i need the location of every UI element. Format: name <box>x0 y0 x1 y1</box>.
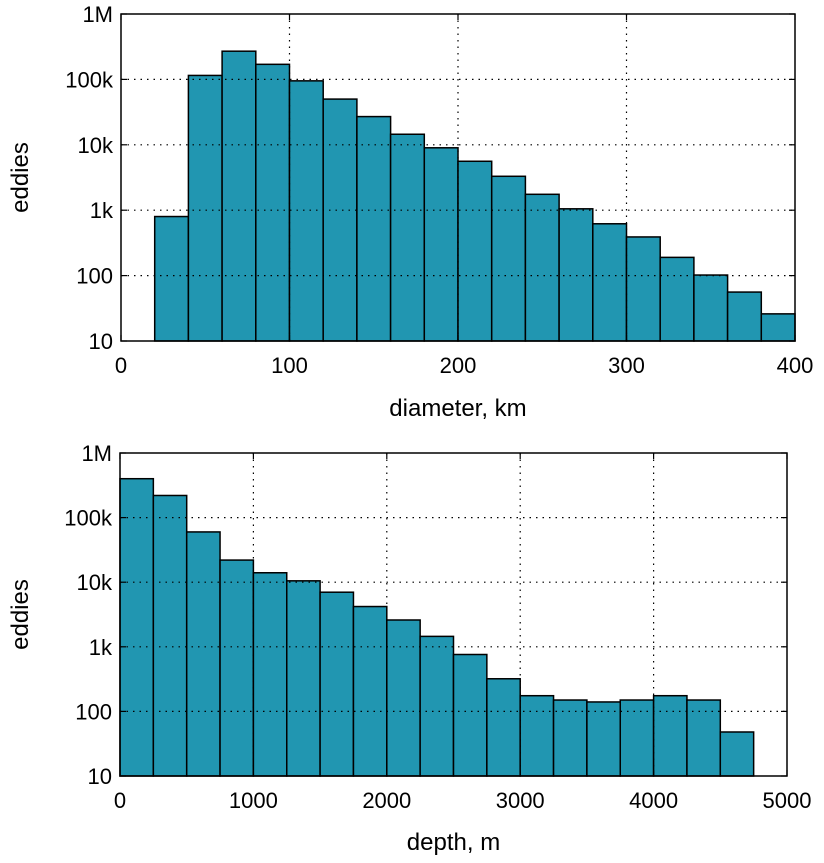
histogram-bar <box>389 133 426 342</box>
histogram-bar <box>625 236 661 342</box>
histogram-bar <box>592 223 628 342</box>
histogram-bar <box>386 619 421 777</box>
histogram-bar <box>619 699 655 777</box>
histogram-bar <box>219 559 255 777</box>
histogram-bar <box>319 591 355 777</box>
x-tick-label: 0 <box>115 353 127 378</box>
x-tick-label: 300 <box>608 353 645 378</box>
histogram-bar <box>356 115 392 342</box>
histogram-bar <box>152 494 188 777</box>
x-tick-label: 3000 <box>496 788 545 813</box>
x-tick-label: 5000 <box>763 788 812 813</box>
histogram-bar <box>486 678 521 777</box>
y-tick-label: 1k <box>89 635 113 660</box>
y-tick-label: 100k <box>64 506 113 531</box>
x-axis-label: depth, m <box>407 829 500 856</box>
histogram-bar <box>153 215 190 342</box>
histogram-bar <box>519 694 555 777</box>
histogram-bar <box>524 193 560 342</box>
histogram-bar <box>558 208 594 342</box>
y-tick-label: 100 <box>75 699 112 724</box>
histogram-bar <box>119 477 155 777</box>
histogram-bar <box>423 147 459 342</box>
histogram-bar <box>221 50 257 342</box>
x-tick-label: 0 <box>114 788 126 813</box>
histogram-bar <box>286 580 321 777</box>
y-tick-label: 10 <box>88 764 112 789</box>
histogram-bar <box>490 175 527 342</box>
diameter-histogram-panel: 0 100 200 300 400 10 100 1k 10k 100k 1M diameter, k… <box>7 2 813 422</box>
y-tick-label: 1M <box>82 2 113 27</box>
y-axis-label: eddies <box>7 579 34 650</box>
histogram-bar <box>419 635 455 777</box>
y-tick-label: 100 <box>76 264 113 289</box>
x-tick-label: 100 <box>271 353 308 378</box>
histogram-bar <box>686 699 722 777</box>
y-tick-label: 1k <box>90 198 114 223</box>
histogram-bar <box>586 701 622 777</box>
histogram-bar <box>719 731 755 777</box>
y-axis-label: eddies <box>7 142 34 213</box>
histogram-bar <box>322 98 358 342</box>
histogram-bar <box>288 80 324 342</box>
histogram-bar <box>652 694 688 777</box>
x-tick-label: 1000 <box>229 788 278 813</box>
x-tick-label: 4000 <box>629 788 678 813</box>
histogram-bar <box>452 653 488 777</box>
histogram-bar <box>693 274 729 342</box>
plot-frame <box>119 452 788 777</box>
histogram-bar <box>255 63 291 342</box>
histogram-bar <box>659 256 695 342</box>
histogram-bar <box>726 291 763 342</box>
x-tick-label: 2000 <box>362 788 411 813</box>
y-tick-label: 10k <box>77 570 113 595</box>
histogram-bar <box>760 313 796 342</box>
histogram-bar <box>552 699 588 777</box>
histogram-bar <box>457 160 493 342</box>
histogram-bar <box>185 531 221 777</box>
x-tick-label: 200 <box>440 353 477 378</box>
y-tick-label: 10 <box>89 329 113 354</box>
depth-histogram-panel: 0 1000 2000 3000 4000 5000 10 100 1k 10k 100k 1M dep… <box>7 441 811 856</box>
x-tick-label: 400 <box>777 353 814 378</box>
histogram-bar <box>352 605 388 777</box>
y-tick-label: 10k <box>78 133 114 158</box>
y-tick-label: 100k <box>65 67 114 92</box>
histogram-bar <box>187 74 223 342</box>
y-tick-label: 1M <box>81 441 112 466</box>
histogram-bar <box>252 572 288 777</box>
x-axis-label: diameter, km <box>389 395 526 422</box>
